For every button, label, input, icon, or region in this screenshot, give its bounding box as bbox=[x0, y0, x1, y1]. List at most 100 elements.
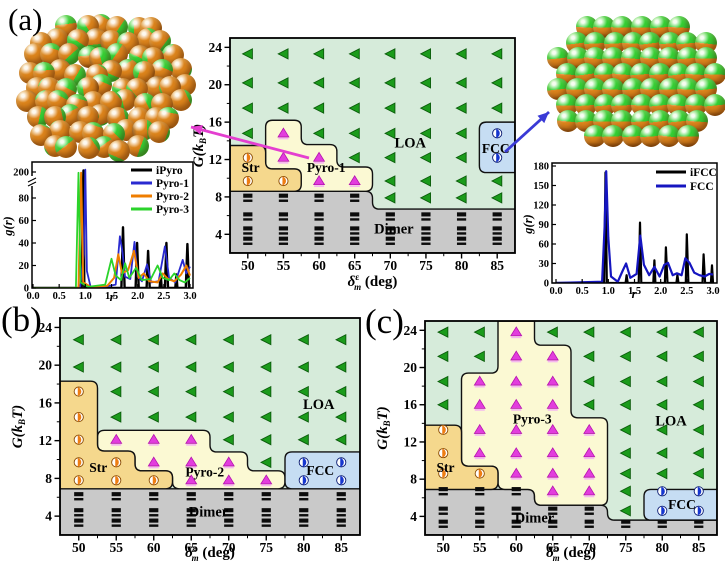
marker-loa-triangle-icon bbox=[384, 77, 396, 89]
marker-dimer-icon bbox=[186, 492, 196, 497]
region-label-pyro-2: Pyro-2 bbox=[185, 465, 224, 480]
marker-dimer-icon bbox=[421, 226, 431, 231]
marker-loa-triangle-icon bbox=[455, 77, 467, 89]
marker-loa-triangle-icon bbox=[455, 192, 467, 204]
marker-loa-triangle-icon bbox=[147, 333, 159, 346]
marker-dimer-icon bbox=[149, 514, 159, 517]
x-tick-label: 75 bbox=[419, 258, 433, 273]
marker-dimer-icon bbox=[548, 519, 558, 524]
x-tick-label: 80 bbox=[656, 540, 670, 555]
y-tick-label: 12 bbox=[209, 152, 223, 167]
marker-loa-triangle-icon bbox=[72, 333, 84, 346]
marker-dimer-icon bbox=[74, 498, 84, 501]
plot-area bbox=[33, 168, 191, 288]
marker-pyro-triangle-icon bbox=[277, 127, 290, 138]
x-tick-label: 50 bbox=[72, 540, 86, 555]
marker-dimer-icon bbox=[456, 212, 467, 217]
x-tick-label: 80 bbox=[455, 258, 469, 273]
marker-half-fill bbox=[697, 506, 702, 516]
y-tick-label: 4 bbox=[215, 227, 222, 242]
marker-pyro-triangle-icon bbox=[473, 447, 486, 458]
marker-loa-triangle-icon bbox=[692, 447, 704, 459]
marker-pyro-triangle-icon bbox=[185, 474, 198, 485]
marker-dimer-icon bbox=[74, 492, 84, 497]
marker-loa-triangle-icon bbox=[419, 175, 431, 187]
y-tick-label: 40 bbox=[19, 239, 30, 250]
marker-dimer-icon bbox=[224, 514, 234, 517]
y-tick-label: 8 bbox=[215, 189, 222, 204]
marker-loa-triangle-icon bbox=[260, 385, 272, 398]
sphere bbox=[148, 120, 171, 143]
marker-half-fill bbox=[246, 176, 251, 186]
marker-dimer-icon bbox=[243, 242, 253, 245]
marker-loa-triangle-icon bbox=[348, 102, 360, 114]
cluster-image-fcc bbox=[546, 14, 725, 160]
marker-loa-triangle-icon bbox=[583, 399, 595, 411]
marker-loa-triangle-icon bbox=[419, 102, 431, 114]
x-tick-label: 0.5 bbox=[576, 286, 589, 297]
y-tick-label: 24 bbox=[39, 320, 53, 335]
x-tick-label: 50 bbox=[437, 540, 451, 555]
x-axis-label-sub: m bbox=[192, 553, 199, 563]
marker-loa-triangle-icon bbox=[656, 350, 668, 363]
annotation-fcc-arrow bbox=[504, 110, 550, 154]
marker-dimer-icon bbox=[350, 226, 360, 231]
x-tick-label: 70 bbox=[384, 258, 398, 273]
marker-dimer-icon bbox=[224, 524, 234, 527]
marker-pyro-triangle-icon bbox=[510, 447, 523, 458]
x-tick-label: 3.0 bbox=[706, 286, 719, 297]
panel-label-a: (a) bbox=[8, 2, 43, 37]
y-axis-label-pre: G(k bbox=[375, 426, 391, 450]
marker-dimer-icon bbox=[74, 514, 84, 517]
marker-dimer-icon bbox=[111, 524, 121, 527]
x-axis-label-sub: m bbox=[553, 553, 560, 563]
marker-dimer-icon bbox=[224, 498, 234, 501]
marker-dimer-icon bbox=[421, 218, 431, 221]
x-tick-label: 75 bbox=[619, 540, 633, 555]
sphere bbox=[77, 136, 100, 159]
y-tick-label: 60 bbox=[19, 216, 30, 227]
marker-dimer-icon bbox=[224, 508, 234, 513]
marker-half-fill bbox=[340, 475, 344, 485]
axis-break-mask bbox=[29, 176, 35, 186]
marker-half-fill bbox=[115, 457, 119, 467]
marker-dimer-icon bbox=[149, 492, 159, 497]
marker-dimer-icon bbox=[492, 226, 502, 231]
region-label-loa: LOA bbox=[303, 397, 335, 413]
marker-loa-triangle-icon bbox=[277, 102, 289, 114]
series-FCC bbox=[555, 170, 714, 283]
sphere bbox=[126, 134, 149, 157]
marker-pyro-triangle-icon bbox=[147, 456, 160, 467]
marker-dimer-icon bbox=[336, 492, 346, 497]
marker-loa-triangle-icon bbox=[419, 151, 431, 164]
marker-half-fill bbox=[442, 448, 446, 458]
y-tick-label: 150 bbox=[533, 181, 549, 192]
marker-dimer-icon bbox=[621, 519, 631, 524]
marker-loa-triangle-icon bbox=[490, 175, 503, 187]
marker-loa-triangle-icon bbox=[546, 326, 558, 338]
marker-loa-triangle-icon bbox=[455, 151, 467, 164]
y-tick-label: 60 bbox=[539, 240, 550, 251]
marker-pyro-triangle-icon bbox=[222, 474, 235, 485]
marker-dimer-icon bbox=[314, 242, 324, 245]
y-tick-label: 20 bbox=[19, 261, 30, 272]
marker-dimer-icon bbox=[336, 498, 346, 501]
marker-loa-triangle-icon bbox=[619, 485, 631, 498]
marker-loa-triangle-icon bbox=[312, 48, 325, 60]
sphere bbox=[602, 125, 624, 148]
marker-pyro-triangle-icon bbox=[510, 398, 523, 409]
gr-inset-gr_fcc: 0.0 0.5 1.0 1.5 2.0 2.5 3.0 0 30 60 90 120 150 180 iFC… bbox=[521, 162, 720, 302]
marker-dimer-icon bbox=[336, 524, 346, 527]
region-label-str: Str bbox=[242, 160, 260, 175]
y-axis-label-post: T) bbox=[375, 406, 391, 420]
y-axis-label: g(r) bbox=[521, 214, 535, 234]
region-label-fcc: FCC bbox=[668, 497, 696, 512]
marker-dimer-icon bbox=[657, 519, 667, 524]
fcc-arrow-head-icon bbox=[537, 112, 549, 124]
marker-loa-triangle-icon bbox=[619, 326, 631, 338]
y-axis-label: G(kBT) bbox=[10, 405, 27, 449]
marker-half-fill bbox=[661, 486, 665, 496]
marker-loa-triangle-icon bbox=[110, 411, 122, 423]
marker-loa-triangle-icon bbox=[656, 467, 668, 480]
